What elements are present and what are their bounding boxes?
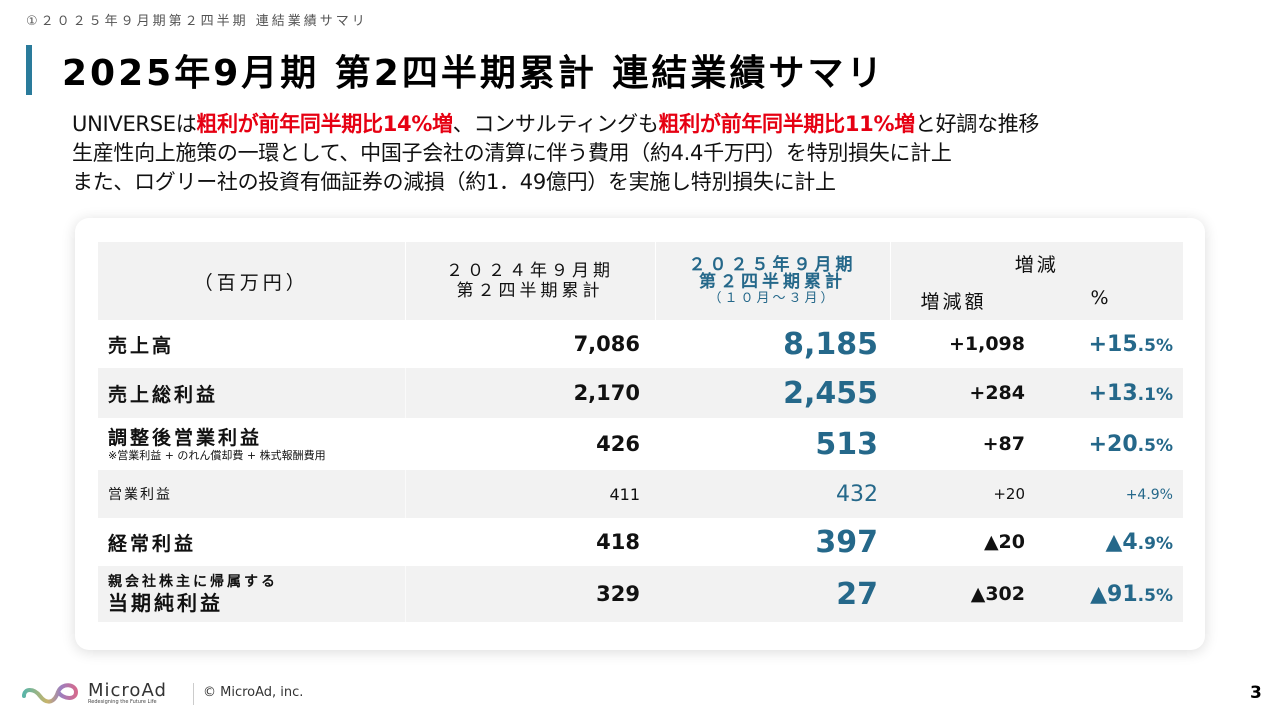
- page-title: 2025年9月期 第2四半期累計 連結業績サマリ: [62, 53, 886, 94]
- summary-line-2: 生産性向上施策の一環として、中国子会社の清算に伴う費用（約4.4千万円）を特別損…: [72, 141, 952, 165]
- current-value: 27: [836, 576, 878, 612]
- results-table: （百万円） ２０２４年９月期 第２四半期累計 ２０２５年９月期 第２四半期累計 …: [98, 242, 1183, 622]
- percent-dec: .5%: [1137, 435, 1173, 456]
- percent-int: ▲4: [1105, 529, 1138, 555]
- row-label: 売上高: [98, 320, 406, 368]
- prev-value: 411: [609, 484, 640, 504]
- prev-value: 2,170: [573, 381, 640, 405]
- current-value: 8,185: [783, 326, 878, 362]
- header-prev-period: ２０２４年９月期 第２四半期累計: [405, 242, 656, 320]
- percent-int: ▲91: [1090, 581, 1138, 607]
- summary-text-segment: UNIVERSEは: [72, 112, 197, 136]
- row-label: 経常利益: [98, 518, 406, 566]
- header-prev-line1: ２０２４年９月期: [446, 261, 614, 281]
- percent-dec: .9%: [1137, 533, 1173, 554]
- current-value: 397: [815, 524, 878, 560]
- highlight-consulting-growth: 粗利が前年同半期比11%増: [658, 112, 916, 136]
- summary-text-segment: と好調な推移: [914, 112, 1040, 136]
- percent-int: +4.9%: [1125, 487, 1173, 503]
- table-row: 売上総利益 2,170 2,455 +284 +13.1%: [98, 368, 1183, 418]
- change-amount: +284: [969, 382, 1025, 404]
- row-label-prefix: 親会社株主に帰属する: [108, 574, 278, 590]
- summary-text-segment: 、コンサルティングも: [452, 112, 659, 136]
- table-row: 親会社株主に帰属する 当期純利益 329 27 ▲302 ▲91.5%: [98, 566, 1183, 622]
- change-percent: ▲4.9%: [1035, 518, 1183, 566]
- microad-logo: MicroAd Redesigning the Future Life: [20, 678, 180, 708]
- change-percent: +15.5%: [1035, 320, 1183, 368]
- page-number: 3: [1250, 683, 1262, 703]
- footer-divider: [193, 683, 194, 705]
- infinity-logo-icon: [22, 683, 79, 704]
- percent-dec: .5%: [1137, 585, 1173, 606]
- percent-int: +20: [1088, 431, 1138, 457]
- logo-tagline: Redesigning the Future Life: [88, 699, 157, 705]
- prev-value: 7,086: [573, 332, 640, 356]
- copyright: © MicroAd, inc.: [203, 685, 304, 700]
- row-label: 親会社株主に帰属する 当期純利益: [98, 566, 406, 622]
- row-label: 調整後営業利益 ※営業利益 + のれん償却費 + 株式報酬費用: [98, 418, 406, 470]
- header-change-amount: 増減額: [920, 291, 987, 313]
- change-amount: +87: [982, 433, 1025, 455]
- header-cur-line1: ２０２５年９月期: [688, 254, 857, 275]
- table-header-row: （百万円） ２０２４年９月期 第２四半期累計 ２０２５年９月期 第２四半期累計 …: [98, 242, 1183, 320]
- header-change: 増減 増減額 %: [890, 242, 1183, 320]
- header-unit: （百万円）: [98, 242, 406, 320]
- row-label-main: 当期純利益: [108, 591, 223, 615]
- current-value: 2,455: [783, 375, 878, 411]
- change-percent: +13.1%: [1035, 368, 1183, 418]
- header-cur-line2: 第２四半期累計: [699, 271, 846, 292]
- row-label: 売上総利益: [98, 368, 406, 418]
- highlight-universe-growth: 粗利が前年同半期比14%増: [196, 112, 453, 136]
- change-percent: +4.9%: [1035, 470, 1183, 518]
- prev-value: 329: [596, 582, 640, 606]
- table-row: 経常利益 418 397 ▲20 ▲4.9%: [98, 518, 1183, 566]
- row-label-main: 調整後営業利益: [108, 426, 263, 449]
- percent-int: +13: [1088, 380, 1138, 406]
- header-change-title: 増減: [1014, 254, 1059, 276]
- logo-wordmark: MicroAd: [88, 680, 167, 701]
- header-current-period: ２０２５年９月期 第２四半期累計 （１０月～３月）: [655, 242, 891, 320]
- change-amount: +1,098: [948, 333, 1025, 355]
- header-cur-range: （１０月～３月）: [708, 290, 837, 306]
- header-prev-line2: 第２四半期累計: [456, 281, 604, 301]
- prev-value: 426: [596, 432, 640, 456]
- prev-value: 418: [596, 530, 640, 554]
- table-row: 調整後営業利益 ※営業利益 + のれん償却費 + 株式報酬費用 426 513 …: [98, 418, 1183, 470]
- current-value: 513: [815, 426, 878, 462]
- change-percent: ▲91.5%: [1035, 566, 1183, 622]
- row-label: 営業利益: [98, 470, 406, 518]
- summary-line-3: また、ログリー社の投資有価証券の減損（約1．49億円）を実施し特別損失に計上: [72, 170, 836, 194]
- summary-text: UNIVERSEは粗利が前年同半期比14%増、コンサルティングも粗利が前年同半期…: [72, 110, 1039, 197]
- percent-int: +15: [1088, 331, 1138, 357]
- title-accent-bar: [26, 45, 32, 95]
- percent-dec: .5%: [1137, 335, 1173, 356]
- breadcrumb: ①２０２５年９月期第２四半期 連結業績サマリ: [26, 14, 368, 29]
- change-percent: +20.5%: [1035, 418, 1183, 470]
- table-row: 売上高 7,086 8,185 +1,098 +15.5%: [98, 320, 1183, 368]
- change-amount: ▲20: [983, 531, 1025, 553]
- summary-line-1: UNIVERSEは粗利が前年同半期比14%増、コンサルティングも粗利が前年同半期…: [72, 110, 1039, 139]
- table-row: 営業利益 411 432 +20 +4.9%: [98, 470, 1183, 518]
- change-amount: ▲302: [970, 583, 1025, 605]
- header-change-percent: %: [1090, 287, 1109, 309]
- current-value: 432: [836, 481, 878, 507]
- change-amount: +20: [993, 485, 1025, 503]
- percent-dec: .1%: [1137, 384, 1173, 405]
- row-label-note: ※営業利益 + のれん償却費 + 株式報酬費用: [108, 448, 326, 462]
